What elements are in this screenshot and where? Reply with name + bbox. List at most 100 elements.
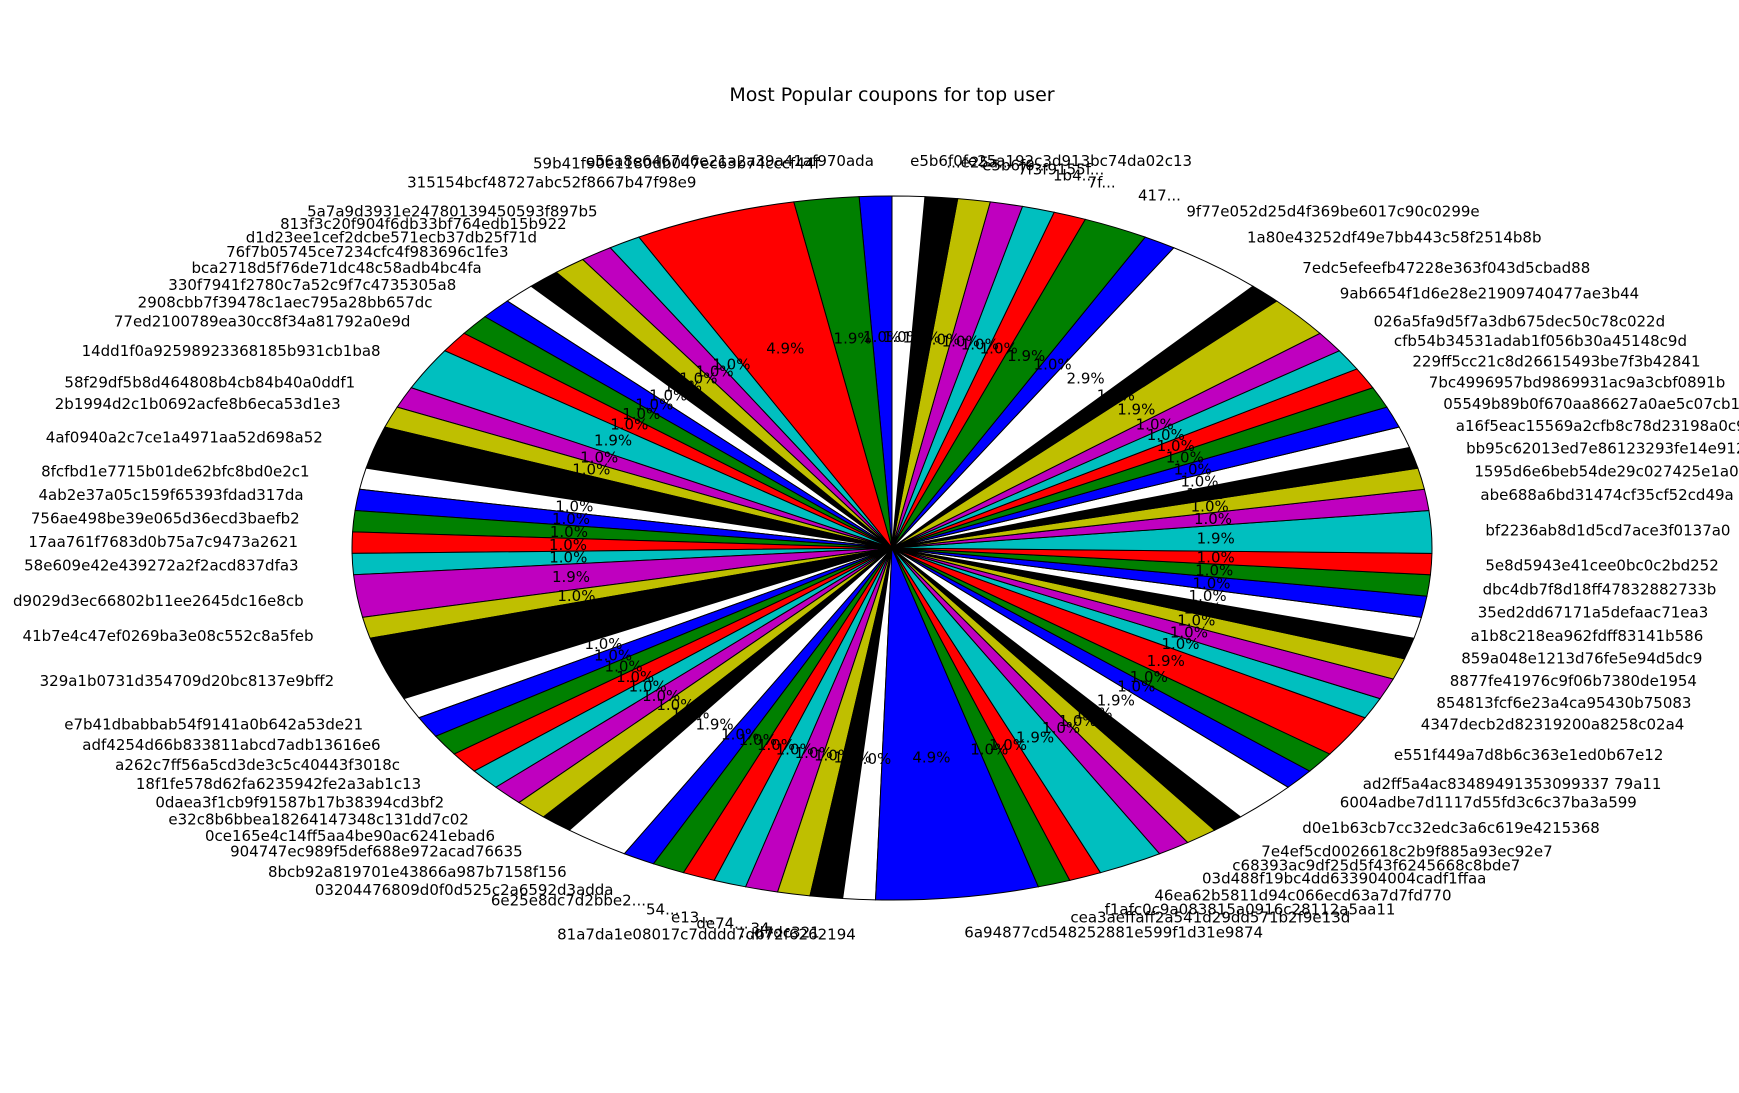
slice-percent-label: 1.0% [1192,574,1230,592]
slice-percent-label: 1.0% [1161,635,1199,653]
slice-percent-label: 1.0% [616,668,654,686]
pie-slices [351,195,1433,901]
slice-label: ...e25a... [946,153,1012,171]
slice-label: 8877fe41976c9f06b7380de1954 [1450,672,1697,690]
slice-label: e551f449a7d8b6c363e1ed0b67e12 [1394,746,1664,764]
slice-label: 4af0940a2c7ce1a4971aa52d698a52 [46,428,323,446]
slice-label: 7bc4996957bd9869931ac9a3cbf0891b [1429,373,1725,391]
slice-percent-label: 1.0% [557,587,595,605]
slice-label: 41b7e4c47ef0269ba3e08c552c8a5feb [23,627,314,645]
slice-label: de74... [696,915,748,933]
slice-label: d9029d3ec66802b11ee2645dc16e8cb [13,592,304,610]
slice-label: 46ea62b5811d94c066ecd63a7d7fd770 [1154,886,1451,904]
slice-label: 4347decb2d82319200a8258c02a4 [1421,715,1685,733]
slice-label: 330f7941f2780c7a52c9f7c4735305a8 [168,276,456,294]
slice-percent-label: 1.0% [1191,497,1229,515]
slice-percent-label: 1.9% [1007,347,1045,365]
pie-slice-labels: e56a8e6467d6e21a2a39a41af970ada59b41f90e… [13,152,1739,944]
slice-percent-label: 1.0% [1195,562,1233,580]
slice-percent-label: 1.0% [664,378,702,396]
slice-percent-label: 1.9% [696,716,734,734]
slice-label: 03d488f19bc4dd633904004cadf1ffaa [1202,869,1486,887]
slice-percent-label: 1.0% [757,736,795,754]
slice-label: 34... [750,920,783,938]
slice-label: 81a7da1e08017c7dddd7db72f6262194 [557,926,856,944]
slice-label: e56a8e6467d6e21a2a39a41af970ada [586,152,874,170]
slice-percent-label: 1.0% [642,687,680,705]
slice-percent-label: 1.0% [863,328,901,346]
slice-percent-label: 1.0% [776,741,814,759]
slice-label: bf2236ab8d1d5cd7ace3f0137a0 [1485,521,1730,539]
slice-percent-label: 1.0% [1197,549,1235,567]
slice-percent-label: 1.0% [970,741,1008,759]
slice-percent-label: 1.9% [1117,400,1155,418]
slice-label: e7b41dbabbab54f9141a0b642a53de21 [64,715,363,733]
slice-label: 77ed2100789ea30cc8f34a81792a0e9d [114,312,411,330]
slice-percent-label: 1.9% [552,568,590,586]
slice-percent-label: 1.0% [1177,612,1215,630]
slice-label: 1b4... [1053,166,1096,184]
slice-label: adf4254d66b833811abcd7adb13616e6 [82,736,380,754]
slice-percent-label: 1.9% [594,432,632,450]
slice-label: 7f3f9155f... [1018,161,1104,179]
slice-percent-label: 1.0% [1174,460,1212,478]
slice-label: 8bcb92a819701e43866a987b7158f156 [268,863,567,881]
slice-percent-label: 1.0% [1189,587,1227,605]
slice-label: 58e609e42e439272a2f2acd837dfa3 [24,557,298,575]
slice-label: ...d7dc321 [740,923,820,941]
slice-label: 7e4ef5cd0026618c2b9f885a93ec92e7 [1261,842,1552,860]
slice-percent-label: 1.0% [1097,386,1135,404]
slice-percent-label: 2.9% [1067,370,1105,388]
slice-percent-label: 1.9% [834,329,872,347]
slice-percent-label: 1.9% [1197,529,1235,547]
slice-label: 35ed2dd67171a5defaac71ea3 [1478,604,1709,622]
slice-percent-label: 1.0% [550,523,588,541]
slice-percent-label: 1.0% [1183,599,1221,617]
slice-percent-label: 1.0% [656,696,694,714]
slice-percent-label: 1.0% [572,460,610,478]
slice-label: a1b8c218ea962fdff83141b586 [1471,627,1704,645]
slice-label: 5e8d5943e41cee0bc0c2bd252 [1485,557,1718,575]
slice-percent-label: 1.0% [1034,356,1072,374]
slice-label: 59b41f90e1180db047ec63b74cccf44f [533,155,820,173]
slice-percent-label: 1.9% [562,479,600,497]
slice-label: cea3aeffaff2a541d29dd571b2f9e13d [1070,908,1350,926]
slice-percent-label: 1.0% [629,678,667,696]
slice-label: 17aa761f7683d0b75a7c9473a2621 [28,533,298,551]
slice-label: 4ab2e37a05c159f65393fdad317da [38,486,303,504]
slice-label: 1595d6e6beb54de29c027425e1a0 [1474,463,1738,481]
slice-percent-label: 1.0% [980,340,1018,358]
slice-percent-label: 1.0% [696,362,734,380]
slice-percent-label: 1.0% [1059,712,1097,730]
slice-label: 7edc5efeefb47228e363f043d5cbad88 [1302,259,1590,277]
slice-percent-label: 1.9% [1147,652,1185,670]
slice-percent-label: 1.0% [580,449,618,467]
slice-label: 854813fcf6e23a4ca95430b75083 [1436,694,1691,712]
slice-percent-label: 1.0% [1166,449,1204,467]
slice-label: 417... [1138,187,1181,205]
slice-label: 54... [646,901,679,919]
slice-label: a16f5eac15569a2cfb8c78d23198a0c9 [1456,417,1739,435]
slice-percent-label: 1.0% [795,744,833,762]
slice-label: 6a94877cd548252881e599f1d31e9874 [964,923,1263,941]
slice-label: 859a048e1213d76fe5e94d5dc9 [1461,650,1702,668]
slice-percent-label: 1.0% [712,356,750,374]
slice-label: 904747ec989f5def688e972acad76635 [230,842,523,860]
slice-label: d0e1b63cb7cc32edc3a6c619e4215368 [1302,819,1600,837]
slice-percent-label: 1.0% [1147,426,1185,444]
slice-label: 7f... [1088,173,1116,191]
slice-label: e13... [671,908,714,926]
slice-label: e5b6f0... [982,156,1049,174]
slice-percent-label: 1.0% [834,749,872,767]
slice-label: 6004adbe7d1117d55fd3c6c37ba3a599 [1340,793,1637,811]
slice-percent-label: 1.0% [903,329,941,347]
slice-percent-label: 1.0% [922,330,960,348]
slice-label: e32c8b6bbea18264147348c131dd7c02 [168,811,468,829]
slice-label: 05549b89b0f670aa86627a0ae5c07cb1 [1443,395,1739,413]
slice-percent-label: 1.0% [961,336,999,354]
slice-label: 1a80e43252df49e7bb443c58f2514b8b [1247,229,1541,247]
slice-label: abe688a6bd31474cf35cf52cd49a [1480,486,1733,504]
pie-slice [875,547,1040,901]
slice-label: bb95c62013ed7e86123293fe14e912 [1466,440,1739,458]
